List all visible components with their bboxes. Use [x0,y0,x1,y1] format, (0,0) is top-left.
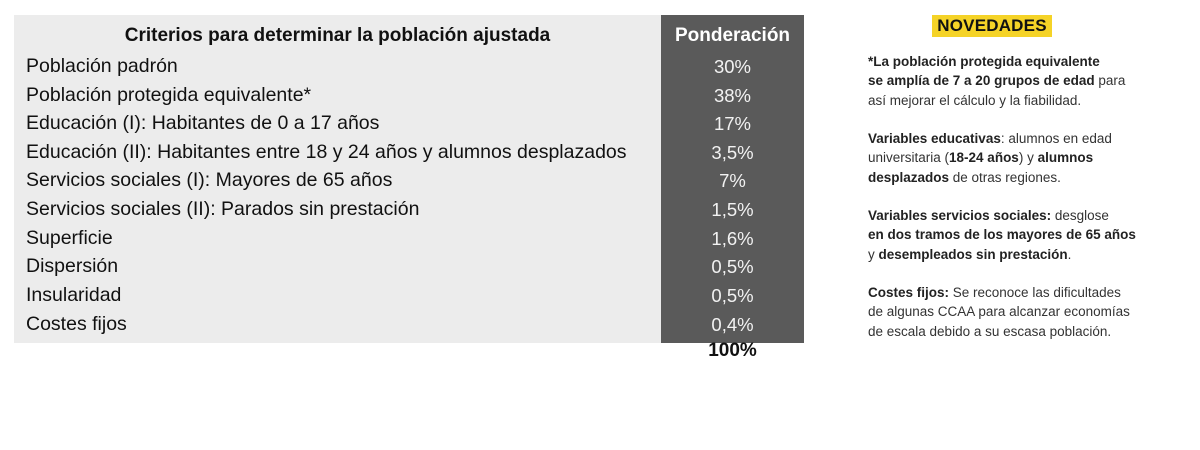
criterion-label: Insularidad [26,284,122,306]
note-bold: Variables servicios sociales: [868,208,1052,223]
weight-value: 30% [713,56,752,77]
note-text: de algunas CCAA para alcanzar economías [868,304,1130,320]
criterion-label: Población padrón [26,55,178,77]
criterion-label: Costes fijos [26,313,127,335]
criteria-header: Criterios para determinar la población a… [124,25,551,46]
table-row: Población padrón 30% [14,52,804,81]
note-bold: alumnos [1037,150,1094,166]
weight-value: 3,5% [711,142,754,163]
note-text: desglose [1051,208,1109,223]
note-bold: desplazados [868,169,950,185]
weight-value: 0,4% [711,314,754,335]
weight-value: 1,5% [711,199,754,220]
note-text: ) y [1018,150,1038,166]
note-social-services: Variables servicios sociales: desglose e… [868,206,1188,264]
weight-value: 17% [713,113,752,134]
news-title-badge: NOVEDADES [932,15,1052,37]
note-bold: *La población protegida equivalente [868,54,1100,69]
news-panel: NOVEDADES *La población protegida equiva… [868,15,1188,339]
note-bold: se amplía de 7 a 20 grupos de edad [868,73,1095,89]
criterion-label: Dispersión [26,255,119,277]
total-weight: 100% [708,340,757,361]
note-text: para [1094,73,1126,89]
table-row: Dispersión 0,5% [14,252,804,281]
note-text: universitaria ( [868,150,950,166]
note-text: así mejorar el cálculo y la fiabilidad. [868,92,1082,108]
weight-header: Ponderación [674,25,791,46]
note-bold: Costes fijos: [868,285,950,300]
criterion-label: Servicios sociales (II): Parados sin pre… [26,198,420,220]
table-row: Servicios sociales (II): Parados sin pre… [14,195,804,224]
table-row: Insularidad 0,5% [14,281,804,310]
criterion-label: Superficie [26,227,113,249]
criterion-label: Población protegida equivalente* [26,84,312,106]
note-bold: en dos tramos de los mayores de 65 años [868,227,1136,243]
weight-value: 0,5% [711,256,754,277]
weight-column [661,15,804,343]
note-text: de escala debido a su escasa población. [868,323,1112,339]
weight-value: 1,6% [711,228,754,249]
note-bold: desempleados sin prestación [878,246,1068,262]
note-text: de otras regiones. [949,169,1061,185]
criterion-label: Servicios sociales (I): Mayores de 65 añ… [26,169,393,191]
weight-value: 0,5% [711,285,754,306]
note-fixed-costs: Costes fijos: Se reconoce las dificultad… [868,283,1188,341]
weight-value: 7% [719,170,746,191]
table-row: Educación (I): Habitantes de 0 a 17 años… [14,109,804,138]
note-text: : alumnos en edad [1000,131,1112,146]
note-bold: Variables educativas [868,131,1001,146]
note-text: . [1067,246,1072,262]
table-row: Costes fijos 0,4% [14,310,804,339]
table-row: Población protegida equivalente* 38% [14,81,804,110]
note-text: y [868,246,879,262]
table-row: Educación (II): Habitantes entre 18 y 24… [14,138,804,167]
criteria-column [14,15,661,343]
weight-value: 38% [713,85,752,106]
table-row: Superficie 1,6% [14,224,804,253]
note-text: Se reconoce las dificultades [949,285,1121,300]
note-protected-population: *La población protegida equivalente se a… [868,52,1188,110]
note-education: Variables educativas: alumnos en edad un… [868,129,1188,187]
criterion-label: Educación (II): Habitantes entre 18 y 24… [26,141,627,163]
note-bold: 18-24 años [949,150,1019,166]
table-row: Servicios sociales (I): Mayores de 65 añ… [14,166,804,195]
criterion-label: Educación (I): Habitantes de 0 a 17 años [26,112,380,134]
